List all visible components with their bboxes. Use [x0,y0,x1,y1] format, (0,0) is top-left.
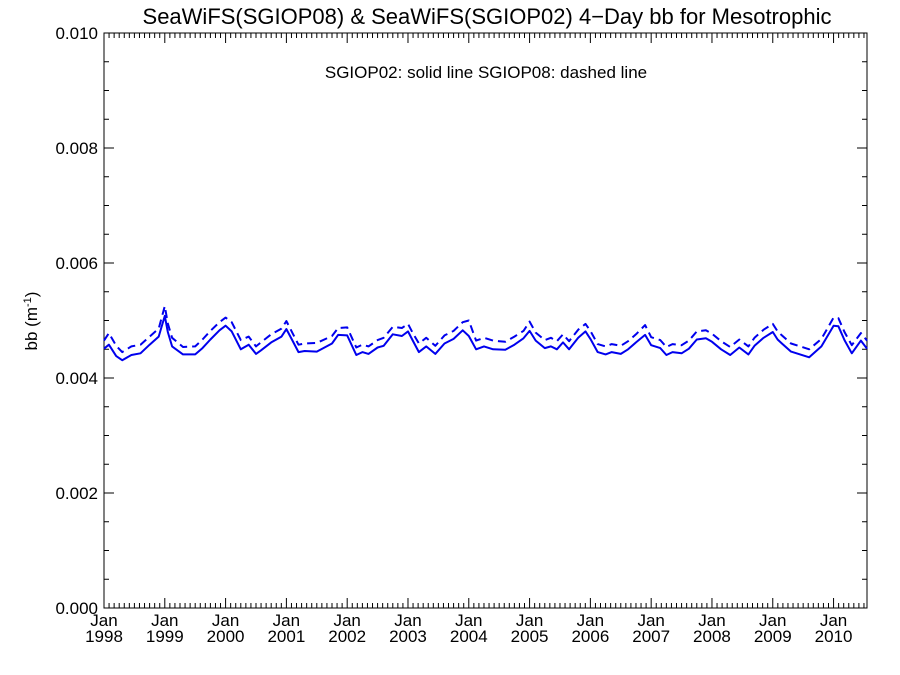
x-tick-month-label: Jan [455,611,482,630]
x-tick-year-label: 2009 [754,627,792,646]
x-tick-month-label: Jan [698,611,725,630]
x-tick-year-label: 2002 [328,627,366,646]
y-axis: 0.000 0.002 0.004 0.006 0.008 0.010 [55,24,867,618]
y-tick-label: 0.008 [55,139,98,158]
series-line-sgiop08 [103,305,868,354]
y-axis-label: bb (m-1) [22,292,41,351]
x-tick-month-label: Jan [577,611,604,630]
x-tick-year-label: 1998 [85,627,123,646]
y-tick-label: 0.004 [55,369,98,388]
x-tick-year-label: 2003 [389,627,427,646]
legend-annotation: SGIOP02: solid line SGIOP08: dashed line [325,63,647,82]
x-axis: Jan1998Jan1999Jan2000Jan2001Jan2002Jan20… [85,33,865,646]
y-tick-label: 0.002 [55,484,98,503]
x-tick-year-label: 2004 [450,627,488,646]
x-tick-month-label: Jan [759,611,786,630]
series-line-sgiop02 [103,314,868,362]
x-tick-month-label: Jan [820,611,847,630]
x-tick-year-label: 2008 [693,627,731,646]
x-tick-year-label: 2010 [815,627,853,646]
x-tick-month-label: Jan [333,611,360,630]
x-tick-year-label: 2001 [267,627,305,646]
x-tick-month-label: Jan [212,611,239,630]
y-tick-label: 0.010 [55,24,98,43]
x-tick-month-label: Jan [394,611,421,630]
x-tick-year-label: 2005 [511,627,549,646]
x-tick-year-label: 2000 [207,627,245,646]
y-tick-label: 0.000 [55,599,98,618]
chart-title: SeaWiFS(SGIOP08) & SeaWiFS(SGIOP02) 4−Da… [143,4,832,29]
x-tick-month-label: Jan [151,611,178,630]
x-tick-year-label: 1999 [146,627,184,646]
x-tick-year-label: 2007 [632,627,670,646]
x-tick-month-label: Jan [90,611,117,630]
x-tick-month-label: Jan [516,611,543,630]
y-tick-label: 0.006 [55,254,98,273]
x-tick-month-label: Jan [637,611,664,630]
x-tick-year-label: 2006 [571,627,609,646]
x-tick-month-label: Jan [273,611,300,630]
series-group [103,305,868,362]
